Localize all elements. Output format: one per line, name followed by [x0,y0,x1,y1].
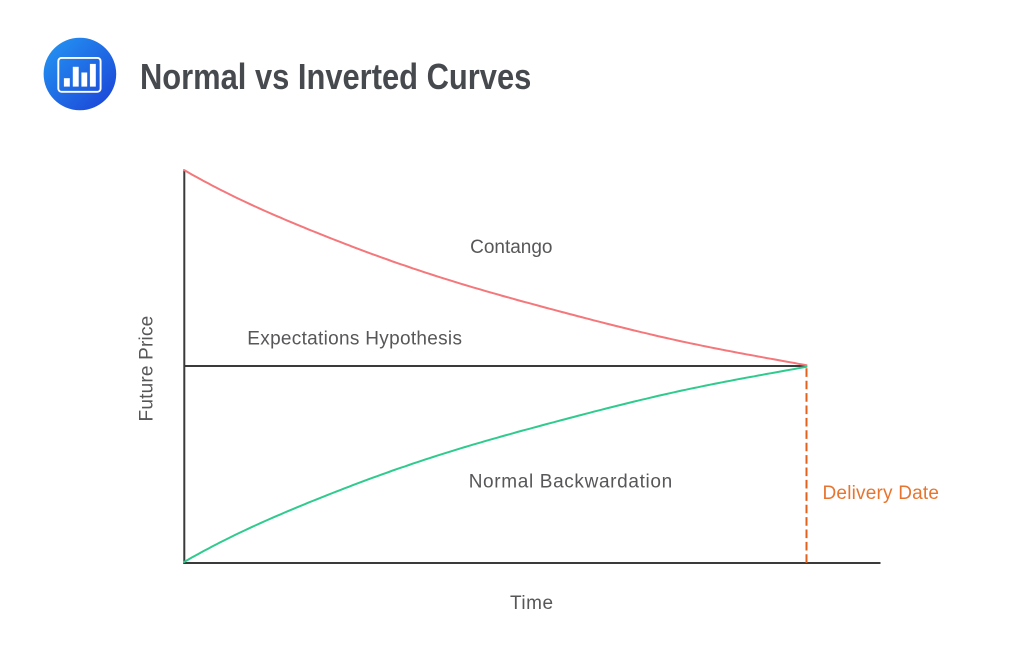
svg-text:Normal Backwardation: Normal Backwardation [469,472,673,493]
svg-text:Future Price: Future Price [137,316,158,422]
svg-text:Expectations Hypothesis: Expectations Hypothesis [247,328,462,349]
svg-text:Normal vs Inverted Curves: Normal vs Inverted Curves [140,58,531,98]
svg-text:Contango: Contango [470,237,552,258]
svg-text:Delivery Date: Delivery Date [823,483,940,504]
svg-text:Time: Time [510,593,554,614]
